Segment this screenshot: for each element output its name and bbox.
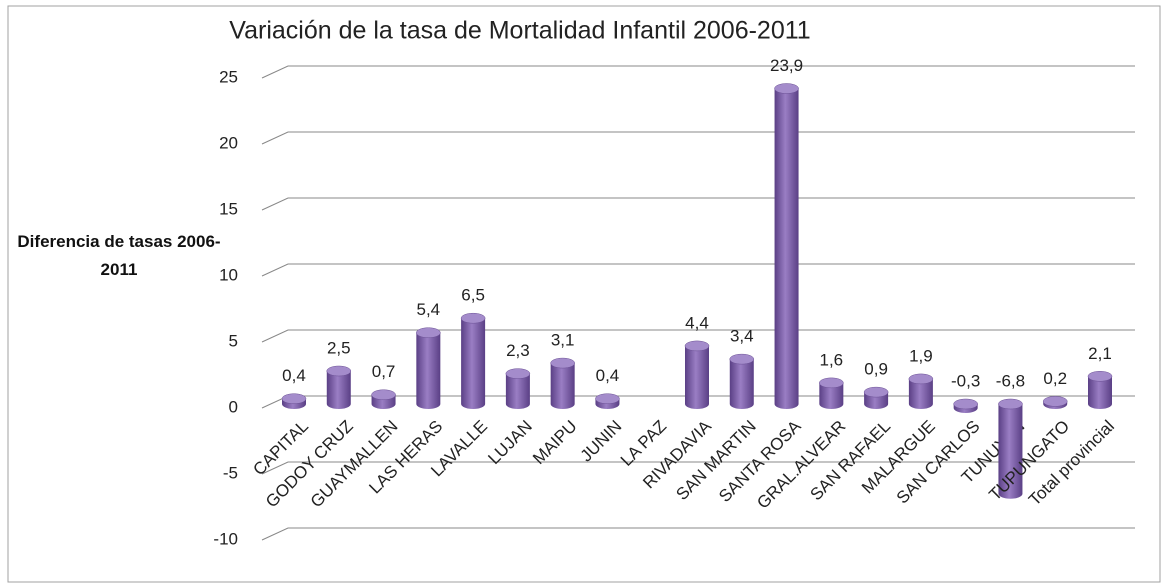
value-label: 6,5 <box>461 286 485 305</box>
bar <box>819 377 844 409</box>
bar <box>729 353 755 409</box>
y-axis-label: Diferencia de tasas 2006-2011 <box>17 232 221 279</box>
x-tick-label: LUJAN <box>484 417 536 469</box>
value-label: 0,9 <box>864 360 888 379</box>
chart-title: Variación de la tasa de Mortalidad Infan… <box>229 17 810 45</box>
value-label: -0,3 <box>951 371 980 390</box>
bar-cap <box>774 83 799 94</box>
bar-cap <box>819 377 844 389</box>
bar-body <box>685 345 709 409</box>
value-label: 2,3 <box>506 341 530 360</box>
value-label: 5,4 <box>417 300 441 319</box>
bar-body <box>326 371 351 409</box>
bar <box>550 357 575 409</box>
bar <box>774 83 799 410</box>
bar-body <box>774 88 799 410</box>
grid-line <box>261 263 1135 277</box>
bar <box>505 368 531 409</box>
value-label: 0,4 <box>282 366 306 385</box>
bar-body <box>819 382 844 409</box>
bar-body <box>550 363 575 409</box>
bar <box>908 373 934 409</box>
y-tick-label: 0 <box>229 397 238 416</box>
value-label: 2,5 <box>327 338 351 357</box>
value-label: 23,9 <box>770 56 803 75</box>
grid-line <box>261 65 1135 79</box>
bar-body <box>729 359 754 409</box>
y-tick-label: 25 <box>219 67 238 86</box>
bar-cap <box>416 327 441 338</box>
bar-cap <box>729 353 755 365</box>
bar-cap <box>1087 371 1113 382</box>
bar <box>595 393 620 409</box>
bar <box>1042 396 1068 409</box>
bar <box>281 393 307 409</box>
bar <box>326 365 352 409</box>
bar-cap <box>460 312 486 324</box>
y-tick-label: 10 <box>219 265 238 284</box>
grid-line <box>261 461 1135 475</box>
bar-cap <box>326 365 352 377</box>
y-tick-label: 15 <box>219 199 238 218</box>
bar <box>416 327 441 409</box>
y-tick-label: 5 <box>229 331 238 350</box>
bar-cap <box>998 398 1023 410</box>
bar-cap <box>684 340 710 352</box>
value-label: 3,1 <box>551 331 575 350</box>
bar-cap <box>281 393 307 404</box>
value-label: 0,4 <box>596 366 620 385</box>
bar <box>684 340 710 409</box>
value-label: -6,8 <box>996 371 1025 390</box>
bar <box>371 389 396 409</box>
grid-line <box>261 527 1135 541</box>
bar-cap <box>505 368 531 379</box>
y-tick-label: 20 <box>219 133 238 152</box>
bar-cap <box>863 386 889 398</box>
bar-cap <box>1042 396 1068 407</box>
value-label: 3,4 <box>730 327 754 346</box>
bar <box>1087 371 1113 409</box>
bar-cap <box>595 393 620 404</box>
value-label: 1,6 <box>820 350 844 369</box>
bar-body <box>416 332 441 409</box>
bar-body <box>908 378 933 409</box>
bar-body <box>998 404 1023 499</box>
bar <box>863 386 889 409</box>
value-label: 2,1 <box>1088 344 1112 363</box>
bar-cap <box>550 357 575 369</box>
bar <box>460 312 486 409</box>
bar-cap <box>371 389 396 401</box>
bar <box>953 398 978 413</box>
y-tick-label: -10 <box>213 529 238 548</box>
bar-body <box>1088 376 1112 409</box>
value-label: 4,4 <box>685 313 709 332</box>
value-label: 0,7 <box>372 362 396 381</box>
chart-border <box>7 5 1161 583</box>
bar-cap <box>908 373 934 385</box>
bar-body <box>505 373 530 409</box>
y-tick-label: -5 <box>223 463 238 482</box>
grid-line <box>261 197 1135 211</box>
grid-line <box>261 329 1135 343</box>
x-tick-label: MAIPU <box>529 417 581 469</box>
bar <box>998 398 1023 499</box>
bar-body <box>461 318 486 409</box>
value-label: 1,9 <box>909 346 933 365</box>
bar-cap <box>953 398 978 410</box>
grid-line <box>261 131 1135 145</box>
value-label: 0,2 <box>1043 369 1067 388</box>
